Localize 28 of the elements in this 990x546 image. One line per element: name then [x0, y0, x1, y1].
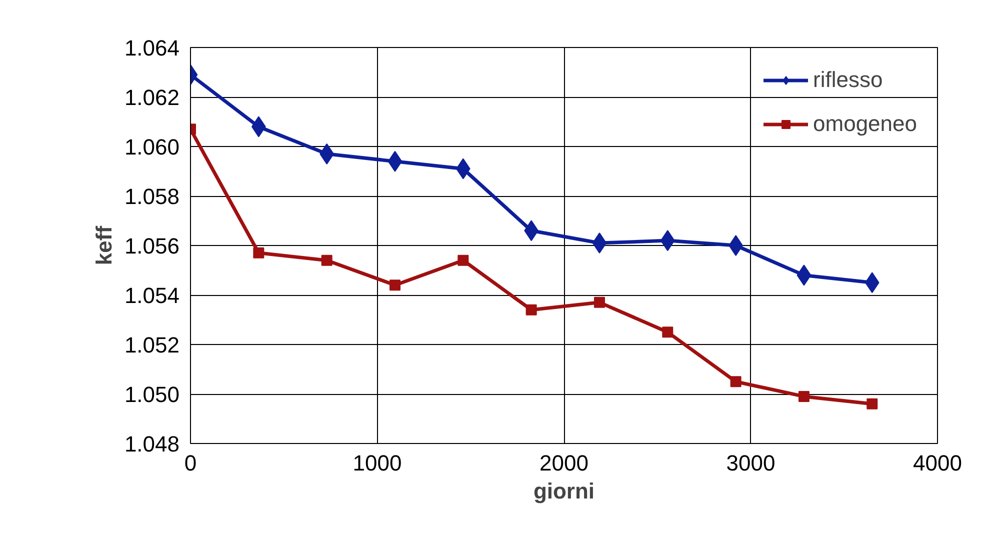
y-tick-label: 1.048	[124, 432, 180, 456]
legend-label: riflesso	[813, 67, 883, 93]
x-tick-label: 1000	[352, 450, 402, 476]
legend-label: omogeneo	[813, 111, 917, 137]
x-tick-label: 2000	[540, 450, 588, 476]
y-tick-label: 1.052	[124, 332, 180, 358]
x-axis-title: giorni	[533, 478, 595, 504]
point	[526, 304, 537, 316]
x-tick-label: 0	[184, 450, 197, 476]
point	[253, 247, 264, 258]
point	[866, 398, 878, 410]
point	[389, 280, 400, 291]
point	[730, 376, 742, 388]
point	[662, 326, 674, 338]
point	[798, 390, 810, 402]
y-tick-label: 1.058	[124, 184, 180, 209]
y-axis-title: keff	[91, 225, 116, 266]
point	[458, 254, 469, 266]
point	[321, 254, 332, 266]
point	[594, 296, 605, 308]
y-tick-label: 1.062	[124, 85, 180, 110]
x-tick-label: 4000	[913, 450, 962, 476]
y-tick-label: 1.064	[124, 36, 180, 60]
y-tick-label: 1.050	[124, 382, 180, 407]
x-tick-label: 3000	[726, 450, 776, 476]
y-tick-label: 1.060	[124, 134, 180, 160]
y-tick-label: 1.054	[124, 283, 180, 308]
y-tick-label: 1.056	[124, 234, 180, 258]
